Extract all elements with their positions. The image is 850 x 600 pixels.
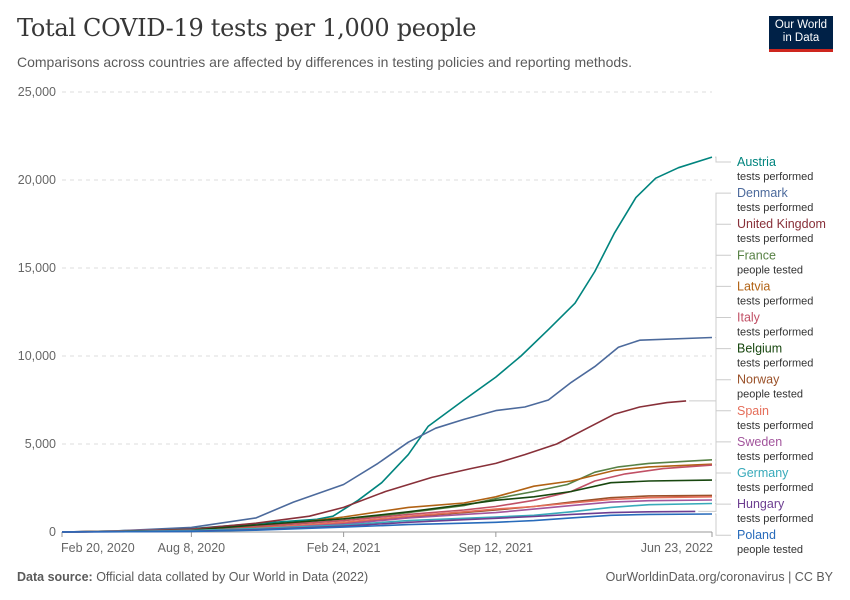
x-tick-label: Aug 8, 2020 [158,541,225,555]
legend-connector [715,156,731,163]
legend-label: Spain [737,404,769,418]
legend-label: Austria [737,155,776,169]
logo-line-1: Our World [774,19,828,31]
legend-sublabel: people tested [737,544,803,556]
x-tick-label: Jun 23, 2022 [641,541,713,555]
legend-connector [715,410,731,498]
legend-sublabel: tests performed [737,233,813,245]
legend-sublabel: tests performed [737,202,813,214]
series-line-austria [61,156,713,533]
series-line-denmark [61,336,713,533]
legend-connector [715,379,731,496]
legend-connector [715,285,731,465]
x-tick-label: Feb 20, 2020 [61,541,135,555]
data-source-text: Official data collated by Our World in D… [92,570,369,584]
legend-label: Belgium [737,342,782,356]
y-tick-label: 5,000 [25,437,56,451]
y-tick-label: 0 [49,525,56,539]
legend-sublabel: tests performed [737,420,813,432]
legend-connector [689,223,731,402]
legend-connector [715,513,731,536]
series-line-united-kingdom [61,400,687,533]
series-line-belgium [61,479,713,533]
source-link[interactable]: OurWorldinData.org/coronavirus | CC BY [605,570,833,584]
x-tick-label: Feb 24, 2021 [307,541,381,555]
y-tick-label: 20,000 [18,173,56,187]
legend-connector [715,472,731,504]
y-tick-label: 15,000 [18,261,56,275]
legend-sublabel: tests performed [737,358,813,370]
legend-label: Sweden [737,435,782,449]
legend-label: Latvia [737,279,770,293]
legend-sublabel: tests performed [737,171,813,183]
legend-label: Germany [737,466,789,480]
legend-sublabel: tests performed [737,295,813,307]
y-tick-label: 25,000 [18,85,56,99]
legend-connector [698,503,731,512]
legend-label: Denmark [737,186,788,200]
legend-label: Norway [737,373,780,387]
legend-label: Poland [737,528,776,542]
legend-label: Italy [737,311,761,325]
series-line-poland [61,513,713,533]
legend-sublabel: people tested [737,389,803,401]
legend-sublabel: tests performed [737,482,813,494]
legend-sublabel: tests performed [737,513,813,525]
legend-connector [715,348,731,481]
data-source-label: Data source: [17,570,93,584]
legend-connector [715,441,731,501]
chart-title: Total COVID-19 tests per 1,000 people [17,14,477,42]
legend-label: Hungary [737,497,785,511]
legend-connector [715,192,731,339]
owid-logo[interactable]: Our World in Data [769,16,833,52]
logo-line-2: in Data [782,32,820,44]
legend-sublabel: people tested [737,264,803,276]
y-tick-label: 10,000 [18,349,56,363]
chart-subtitle: Comparisons across countries are affecte… [17,54,633,70]
legend-connector [715,317,731,466]
x-tick-label: Sep 12, 2021 [459,541,533,555]
legend-sublabel: tests performed [737,451,813,463]
data-source: Data source: Official data collated by O… [17,570,368,584]
series-line-germany [61,502,713,533]
legend-label: France [737,248,776,262]
legend-sublabel: tests performed [737,327,813,339]
legend-label: United Kingdom [737,217,826,231]
